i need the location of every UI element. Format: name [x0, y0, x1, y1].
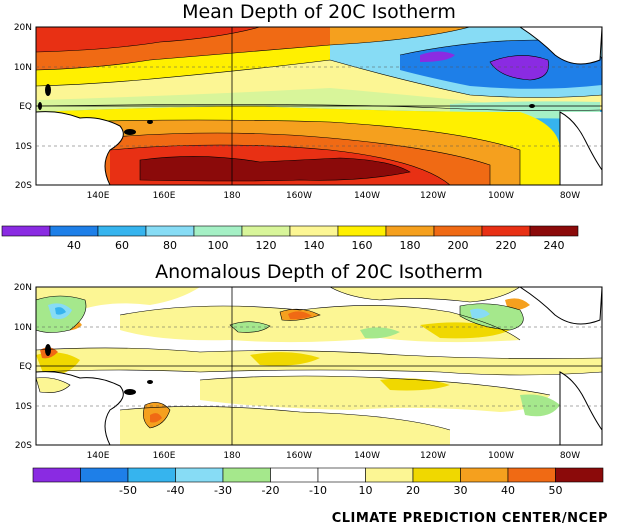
colorbar-label: -10 — [309, 484, 327, 497]
x-tick: 140E — [87, 451, 110, 461]
colorbar-swatch — [32, 467, 81, 483]
x-axis-mean: 140E 160E 180 160W 140W 120W 100W 80W — [87, 191, 581, 201]
colorbar-swatch — [175, 467, 224, 483]
colorbar-label: 80 — [163, 239, 177, 252]
mean-depth-field — [36, 27, 602, 185]
colorbar-swatch — [385, 225, 435, 237]
credit-text: CLIMATE PREDICTION CENTER/NCEP — [332, 511, 608, 525]
x-tick: 100W — [488, 191, 514, 201]
y-tick: 10S — [15, 402, 32, 412]
colorbar-label: 220 — [496, 239, 517, 252]
x-tick: 160W — [286, 191, 312, 201]
colorbar-label: 60 — [115, 239, 129, 252]
colorbar-swatch — [193, 225, 243, 237]
colorbar-swatch — [289, 225, 339, 237]
colorbar-swatch — [1, 225, 51, 237]
colorbar-label: -40 — [167, 484, 185, 497]
x-tick: 160W — [286, 451, 312, 461]
x-tick: 140W — [354, 191, 380, 201]
colorbar-swatch — [529, 225, 579, 237]
colorbar-swatch — [555, 467, 604, 483]
colorbar-swatch — [317, 467, 366, 483]
y-tick: EQ — [19, 102, 32, 112]
colorbar-label: 40 — [501, 484, 515, 497]
chart-title-anomaly: Anomalous Depth of 20C Isotherm — [155, 261, 483, 283]
colorbar-swatch — [145, 225, 195, 237]
colorbar-swatch — [127, 467, 176, 483]
colorbar-label: 100 — [208, 239, 229, 252]
x-tick: 120W — [420, 451, 446, 461]
y-tick: 20N — [14, 283, 32, 293]
colorbar-swatch — [80, 467, 129, 483]
x-tick: 140W — [354, 451, 380, 461]
colorbar-swatch — [412, 467, 461, 483]
colorbar-swatch — [507, 467, 556, 483]
colorbar-swatch — [97, 225, 147, 237]
colorbar-label: -20 — [262, 484, 280, 497]
colorbar-swatch — [460, 467, 509, 483]
colorbar-label: 10 — [359, 484, 373, 497]
colorbar-label: 120 — [256, 239, 277, 252]
x-tick: 160E — [153, 451, 176, 461]
colorbar-label: 140 — [304, 239, 325, 252]
colorbar-label: 200 — [448, 239, 469, 252]
colorbar-label: 50 — [549, 484, 563, 497]
x-tick: 140E — [87, 191, 110, 201]
colorbar-swatch — [270, 467, 319, 483]
y-tick: 20N — [14, 23, 32, 33]
x-tick: 180 — [223, 191, 240, 201]
colorbar-swatch — [222, 467, 271, 483]
x-tick: 80W — [560, 451, 580, 461]
colorbar-swatch — [481, 225, 531, 237]
y-tick: EQ — [19, 362, 32, 372]
y-axis-mean: 20N 10N EQ 10S 20S — [14, 23, 32, 191]
colorbar-label: 40 — [67, 239, 81, 252]
x-axis-anomaly: 140E 160E 180 160W 140W 120W 100W 80W — [87, 451, 581, 461]
colorbar-swatch — [241, 225, 291, 237]
y-axis-anomaly: 20N 10N EQ 10S 20S — [14, 283, 32, 451]
y-tick: 10N — [14, 63, 32, 73]
x-tick: 180 — [223, 451, 240, 461]
y-tick: 10S — [15, 142, 32, 152]
colorbar-anomaly: -50 -40 -30 -20 -10 10 20 30 40 50 — [32, 467, 604, 497]
colorbar-swatch — [49, 225, 99, 237]
colorbar-swatch — [337, 225, 387, 237]
colorbar-swatch — [433, 225, 483, 237]
x-tick: 100W — [488, 451, 514, 461]
colorbar-label: -50 — [119, 484, 137, 497]
colorbar-label: 240 — [544, 239, 565, 252]
colorbar-label: 160 — [352, 239, 373, 252]
y-tick: 10N — [14, 323, 32, 333]
colorbar-label: 30 — [454, 484, 468, 497]
colorbar-label: -30 — [214, 484, 232, 497]
colorbar-mean: 40 60 80 100 120 140 160 180 200 220 240 — [1, 225, 579, 252]
x-tick: 80W — [560, 191, 580, 201]
x-tick: 120W — [420, 191, 446, 201]
chart-title-mean: Mean Depth of 20C Isotherm — [182, 1, 456, 23]
y-tick: 20S — [15, 181, 32, 191]
x-tick: 160E — [153, 191, 176, 201]
colorbar-label: 180 — [400, 239, 421, 252]
colorbar-swatch — [365, 467, 414, 483]
colorbar-label: 20 — [406, 484, 420, 497]
y-tick: 20S — [15, 441, 32, 451]
